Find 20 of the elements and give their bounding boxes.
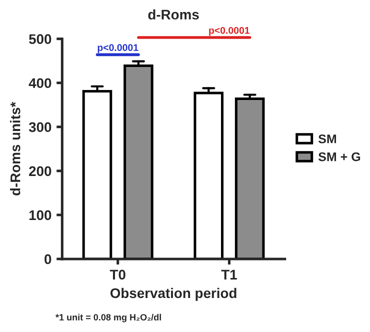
x-tick-label: T0 (110, 270, 126, 280)
legend-label: SM + G (318, 152, 360, 162)
y-tick-label: 400 (28, 78, 52, 88)
y-tick-label: 200 (29, 166, 52, 176)
bar (82, 90, 112, 259)
text: p<0.0001 (209, 26, 250, 36)
chart-title: d-Roms (148, 9, 199, 20)
y-tick-label: 0 (44, 254, 52, 264)
bar (234, 97, 265, 259)
annotation: p<0.0001 (98, 44, 138, 53)
y-tick-label: 100 (29, 210, 52, 220)
y-tick-label: 300 (28, 122, 52, 132)
bar (124, 64, 154, 259)
x-axis-title: Observation period (110, 288, 236, 301)
bar (194, 92, 224, 259)
x-tick-label: T1 (221, 270, 237, 280)
text: *1 unit = 0.08 mg H₂O₂/dl (56, 314, 161, 322)
legend-label: SM (318, 134, 336, 144)
y-axis-title: d-Roms units* (10, 102, 20, 196)
y-tick-label: 500 (29, 34, 52, 44)
